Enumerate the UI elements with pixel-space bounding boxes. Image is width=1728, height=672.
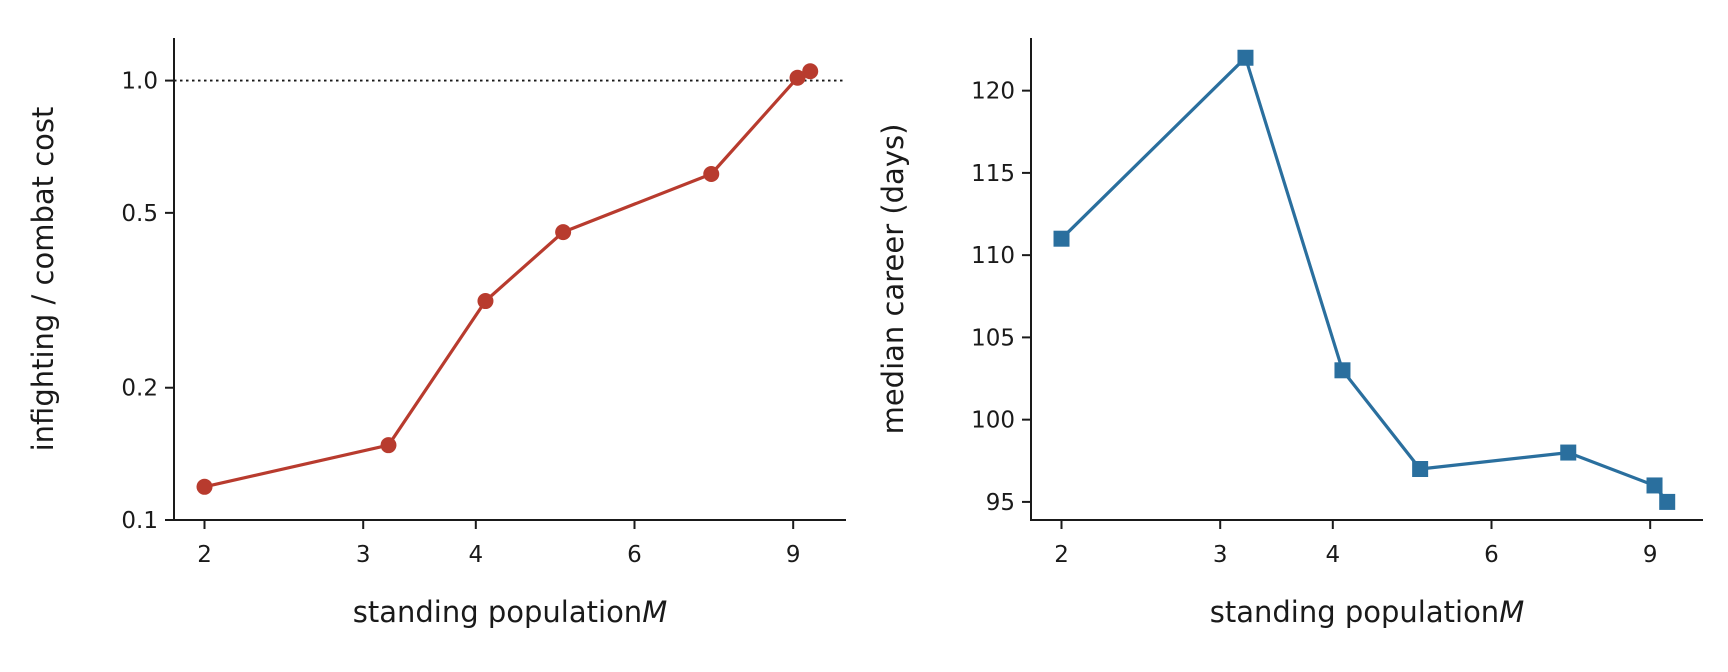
data-point-circle	[802, 63, 819, 80]
y-tick-label: 120	[971, 79, 1015, 105]
data-point-square	[1053, 230, 1070, 247]
x-axis-label: standing populationM	[1210, 595, 1524, 629]
x-tick-label: 3	[1213, 542, 1228, 568]
data-point-circle	[703, 165, 720, 182]
x-tick-label: 9	[1643, 542, 1658, 568]
right-chart: 2 3 4 6 9 95 100 105 110 115 120 standing populatio…	[876, 38, 1703, 629]
y-tick-label: 1.0	[121, 69, 158, 95]
y-tick-label: 105	[971, 325, 1015, 351]
data-point-circle	[380, 437, 397, 454]
data-point-circle	[789, 69, 806, 86]
y-tick-label: 100	[971, 408, 1015, 434]
data-point-circle	[477, 293, 494, 310]
x-tick-label: 4	[1325, 542, 1340, 568]
data-point-square	[1334, 362, 1351, 379]
y-tick-label: 115	[971, 161, 1015, 187]
data-point-circle	[555, 224, 572, 241]
x-axis-label-variable: M	[1499, 595, 1524, 629]
x-tick-label: 2	[197, 542, 212, 568]
x-tick-label: 9	[786, 542, 801, 568]
x-axis-label: standing populationM	[353, 595, 667, 629]
y-axis-label: infighting / combat cost	[26, 107, 60, 452]
x-axis-label-variable: M	[642, 595, 667, 629]
data-point-square	[1412, 461, 1429, 478]
series-line	[204, 69, 811, 489]
data-point-square	[1646, 477, 1663, 494]
y-tick-label: 0.1	[121, 508, 158, 534]
x-tick-label: 4	[468, 542, 483, 568]
x-tick-label: 6	[627, 542, 642, 568]
x-axis-label-text: standing population	[1210, 595, 1499, 629]
data-point-square	[1237, 49, 1254, 66]
x-tick-label: 2	[1054, 542, 1069, 568]
y-tick-label: 0.5	[121, 201, 158, 227]
data-point-square	[1659, 493, 1676, 510]
x-tick-label: 3	[356, 542, 371, 568]
series-line	[1060, 56, 1669, 503]
x-tick-label: 6	[1484, 542, 1499, 568]
y-tick-label: 110	[971, 243, 1015, 269]
data-point-square	[1560, 444, 1577, 461]
data-point-circle	[196, 478, 213, 495]
y-tick-label: 0.2	[121, 376, 158, 402]
x-axis-label-text: standing population	[353, 595, 642, 629]
y-tick-label: 95	[986, 490, 1015, 516]
y-axis-label: median career (days)	[876, 124, 910, 435]
